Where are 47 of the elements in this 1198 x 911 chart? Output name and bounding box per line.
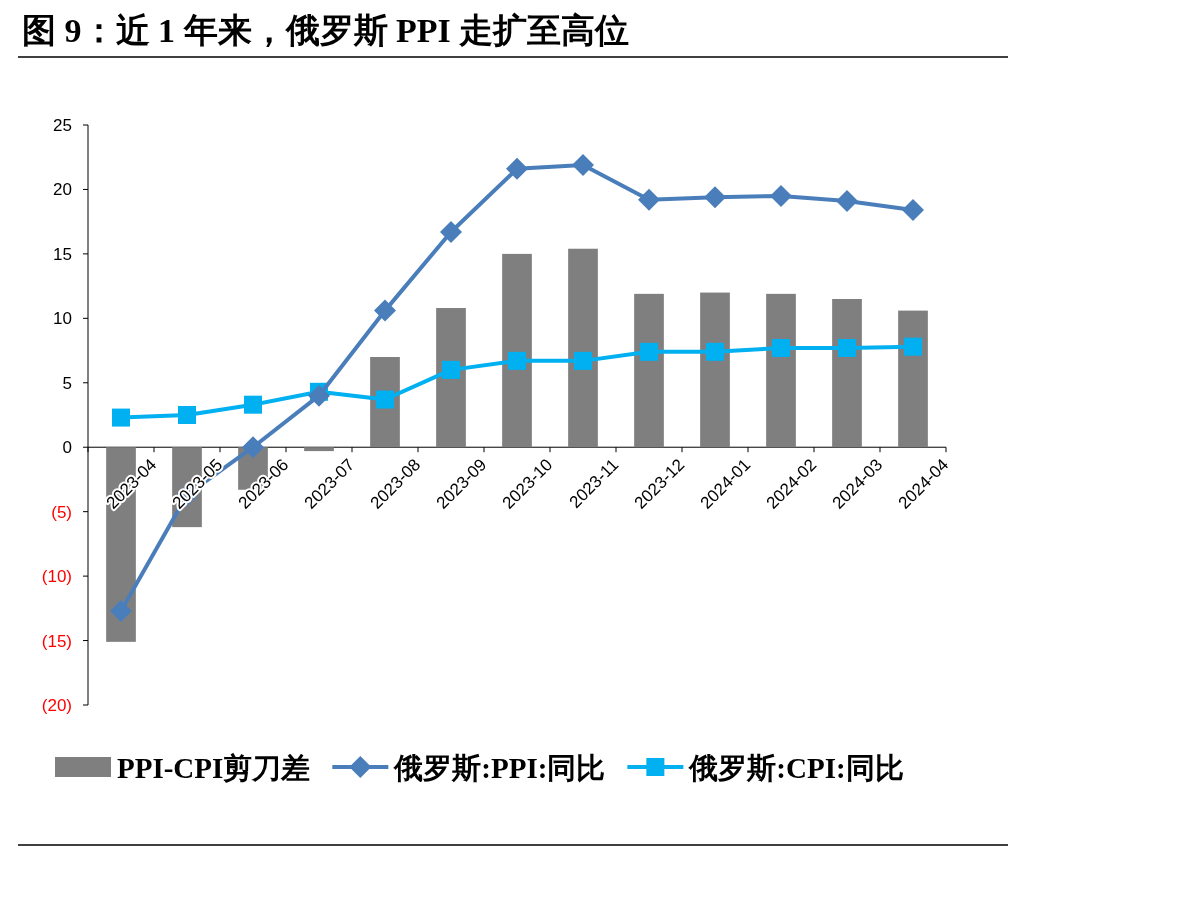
point	[902, 199, 924, 222]
point	[440, 220, 462, 243]
y-tick-label: (15)	[41, 631, 72, 651]
bar	[832, 299, 862, 448]
point	[308, 384, 330, 407]
bar	[700, 292, 730, 448]
point	[704, 186, 726, 209]
point	[838, 338, 856, 357]
y-tick-label: (10)	[41, 567, 72, 587]
point	[244, 395, 262, 414]
bar	[898, 310, 928, 448]
point	[110, 599, 132, 622]
point	[770, 184, 792, 207]
y-tick-label: 10	[53, 309, 72, 329]
y-tick-label: 20	[53, 180, 72, 200]
bar	[502, 253, 532, 448]
y-tick-label: 15	[53, 244, 72, 264]
bar	[304, 447, 334, 452]
chart-title: 图 9：近 1 年来，俄罗斯 PPI 走扩至高位	[22, 12, 630, 49]
bar	[766, 293, 796, 448]
point	[242, 436, 264, 459]
y-tick-label: 25	[53, 116, 72, 135]
point	[376, 390, 394, 409]
point	[772, 338, 790, 357]
point	[904, 337, 922, 356]
point	[836, 190, 858, 213]
bar	[634, 293, 664, 448]
bar	[436, 308, 466, 448]
point	[442, 360, 460, 379]
point	[506, 157, 528, 180]
point	[574, 351, 592, 370]
legend-label: 俄罗斯:CPI:同比	[688, 752, 904, 784]
y-tick-label: (5)	[51, 502, 72, 522]
bar	[568, 248, 598, 448]
point	[508, 351, 526, 370]
point	[640, 342, 658, 361]
point	[112, 408, 130, 427]
point	[638, 188, 660, 211]
legend-label: PPI-CPI剪刀差	[117, 752, 311, 784]
legend-label: 俄罗斯:PPI:同比	[393, 752, 606, 784]
point	[374, 299, 396, 322]
point	[178, 406, 196, 424]
y-tick-label: 5	[62, 373, 72, 393]
point	[572, 153, 594, 176]
y-tick-label: (20)	[41, 696, 72, 715]
point	[706, 342, 724, 361]
y-tick-label: 0	[62, 438, 72, 458]
